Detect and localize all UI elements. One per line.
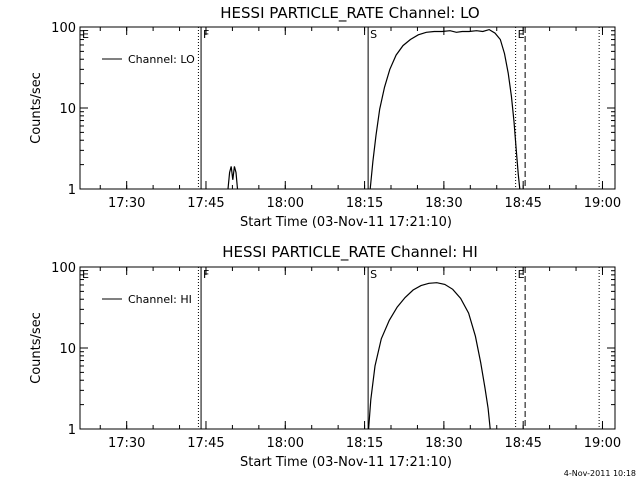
x-tick-label: 19:00 — [584, 436, 621, 451]
footer-timestamp: 4-Nov-2011 10:18 — [564, 469, 636, 478]
x-tick-label: 18:30 — [425, 436, 462, 451]
x-tick-label: 18:15 — [346, 436, 383, 451]
x-tick-label: 19:00 — [584, 196, 621, 211]
legend-label: Channel: HI — [128, 293, 192, 306]
x-tick-label: 18:15 — [346, 196, 383, 211]
event-line-label: E — [82, 268, 89, 281]
x-tick-label: 18:30 — [425, 196, 462, 211]
x-tick-label: 18:45 — [504, 196, 541, 211]
y-tick-label: 10 — [59, 342, 76, 357]
y-tick-label: 100 — [51, 21, 76, 36]
y-tick-label: 1 — [68, 423, 76, 438]
y-tick-label: 10 — [59, 102, 76, 117]
chart-title: HESSI PARTICLE_RATE Channel: LO — [220, 4, 479, 23]
series-line — [369, 28, 521, 190]
legend: Channel: LO — [102, 53, 195, 66]
chart-title: HESSI PARTICLE_RATE Channel: HI — [222, 243, 478, 262]
y-tick-label: 1 — [68, 183, 76, 198]
x-tick-label: 18:45 — [504, 436, 541, 451]
event-line-label: S — [370, 268, 377, 281]
event-line-label: E — [82, 28, 89, 41]
plot-frame — [79, 266, 616, 430]
y-tick-label: 100 — [51, 261, 76, 276]
x-axis-label: Start Time (03-Nov-11 17:21:10) — [240, 455, 452, 470]
plot-frame — [79, 26, 616, 190]
event-line-label: E — [518, 268, 525, 281]
y-axis-label: Counts/sec — [29, 72, 44, 144]
legend-label: Channel: LO — [128, 53, 195, 66]
event-line-label: E — [518, 28, 525, 41]
series-line — [227, 166, 239, 190]
x-tick-label: 17:30 — [108, 196, 145, 211]
x-tick-label: 18:00 — [267, 196, 304, 211]
series-line — [368, 282, 491, 430]
legend: Channel: HI — [102, 293, 192, 306]
y-axis-label: Counts/sec — [29, 312, 44, 384]
x-tick-label: 18:00 — [267, 436, 304, 451]
x-tick-label: 17:45 — [187, 436, 224, 451]
x-axis-label: Start Time (03-Nov-11 17:21:10) — [240, 215, 452, 230]
x-tick-label: 17:45 — [187, 196, 224, 211]
event-line-label: S — [370, 28, 377, 41]
x-tick-label: 17:30 — [108, 436, 145, 451]
chart-panel-hi: HESSI PARTICLE_RATE Channel: HI Counts/s… — [29, 243, 621, 470]
chart-panel-lo: HESSI PARTICLE_RATE Channel: LO Counts/s… — [29, 4, 621, 230]
